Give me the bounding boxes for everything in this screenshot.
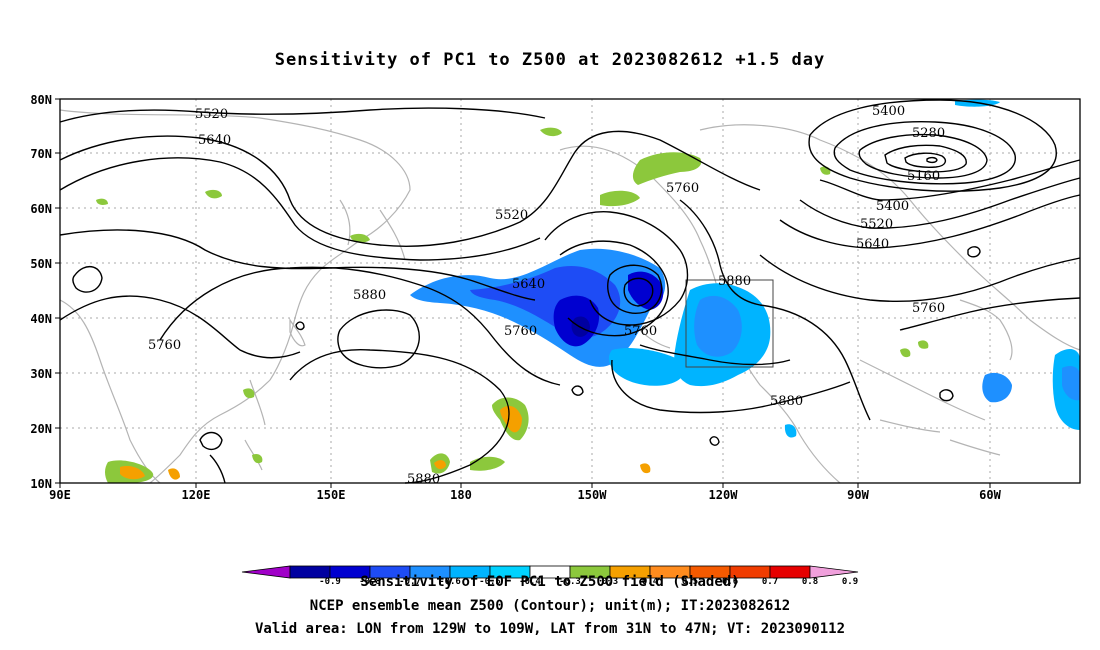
contour-label: 5760 xyxy=(666,181,699,196)
lon-label: 120E xyxy=(182,488,211,502)
valid-area-box xyxy=(685,279,774,368)
lat-label: 20N xyxy=(30,422,52,436)
contour-label: 5760 xyxy=(912,301,945,316)
axis-ticks xyxy=(55,98,991,488)
lat-label: 40N xyxy=(30,312,52,326)
caption-shading: Sensitivity of EOF PC1 to Z500 field (Sh… xyxy=(360,574,740,590)
contour-label: 5760 xyxy=(148,338,181,353)
contour-label: 5280 xyxy=(912,126,945,141)
contour-label: 5160 xyxy=(907,169,940,184)
contour-label: 5520 xyxy=(195,107,228,122)
contour-label: 5880 xyxy=(770,394,803,409)
contour-label: 5520 xyxy=(495,208,528,223)
gridlines xyxy=(60,99,1080,483)
contour-label: 5640 xyxy=(512,277,545,292)
lon-label: 150E xyxy=(317,488,346,502)
contour-label: 5760 xyxy=(624,324,657,339)
map-plot: 5520 5640 5520 5760 5400 5280 5160 5400 … xyxy=(30,93,1081,502)
shading-negative xyxy=(410,99,1080,438)
contour-label: 5880 xyxy=(718,274,751,289)
map-title: Sensitivity of PC1 to Z500 at 2023082612… xyxy=(274,50,826,70)
contour-label: 5520 xyxy=(860,217,893,232)
contour-label: 5400 xyxy=(872,104,905,119)
lat-labels: 80N 70N 60N 50N 40N 30N 20N 10N xyxy=(30,93,52,491)
lat-label: 70N xyxy=(30,147,52,161)
lon-labels: 90E 120E 150E 180 150W 120W 90W 60W xyxy=(49,488,1001,502)
lon-label: 60W xyxy=(979,488,1001,502)
lat-label: 30N xyxy=(30,367,52,381)
lon-label: 180 xyxy=(450,488,472,502)
lat-label: 60N xyxy=(30,202,52,216)
contour-labels: 5520 5640 5520 5760 5400 5280 5160 5400 … xyxy=(148,104,945,487)
caption-contour: NCEP ensemble mean Z500 (Contour); unit(… xyxy=(309,598,791,614)
lat-label: 10N xyxy=(30,477,52,491)
contour-label: 5640 xyxy=(198,133,231,148)
plot-frame xyxy=(59,98,1081,484)
contour-label: 5400 xyxy=(876,199,909,214)
contour-label: 5880 xyxy=(353,288,386,303)
caption-valid-area: Valid area: LON from 129W to 109W, LAT f… xyxy=(254,621,845,637)
lat-label: 50N xyxy=(30,257,52,271)
contour-label: 5880 xyxy=(407,472,440,487)
lon-label: 150W xyxy=(578,488,608,502)
lon-label: 90E xyxy=(49,488,71,502)
contour-label: 5760 xyxy=(504,324,537,339)
lon-label: 90W xyxy=(847,488,869,502)
contour-label: 5640 xyxy=(856,237,889,252)
z500-contours xyxy=(59,99,1081,484)
lat-label: 80N xyxy=(30,93,52,107)
lon-label: 120W xyxy=(709,488,739,502)
